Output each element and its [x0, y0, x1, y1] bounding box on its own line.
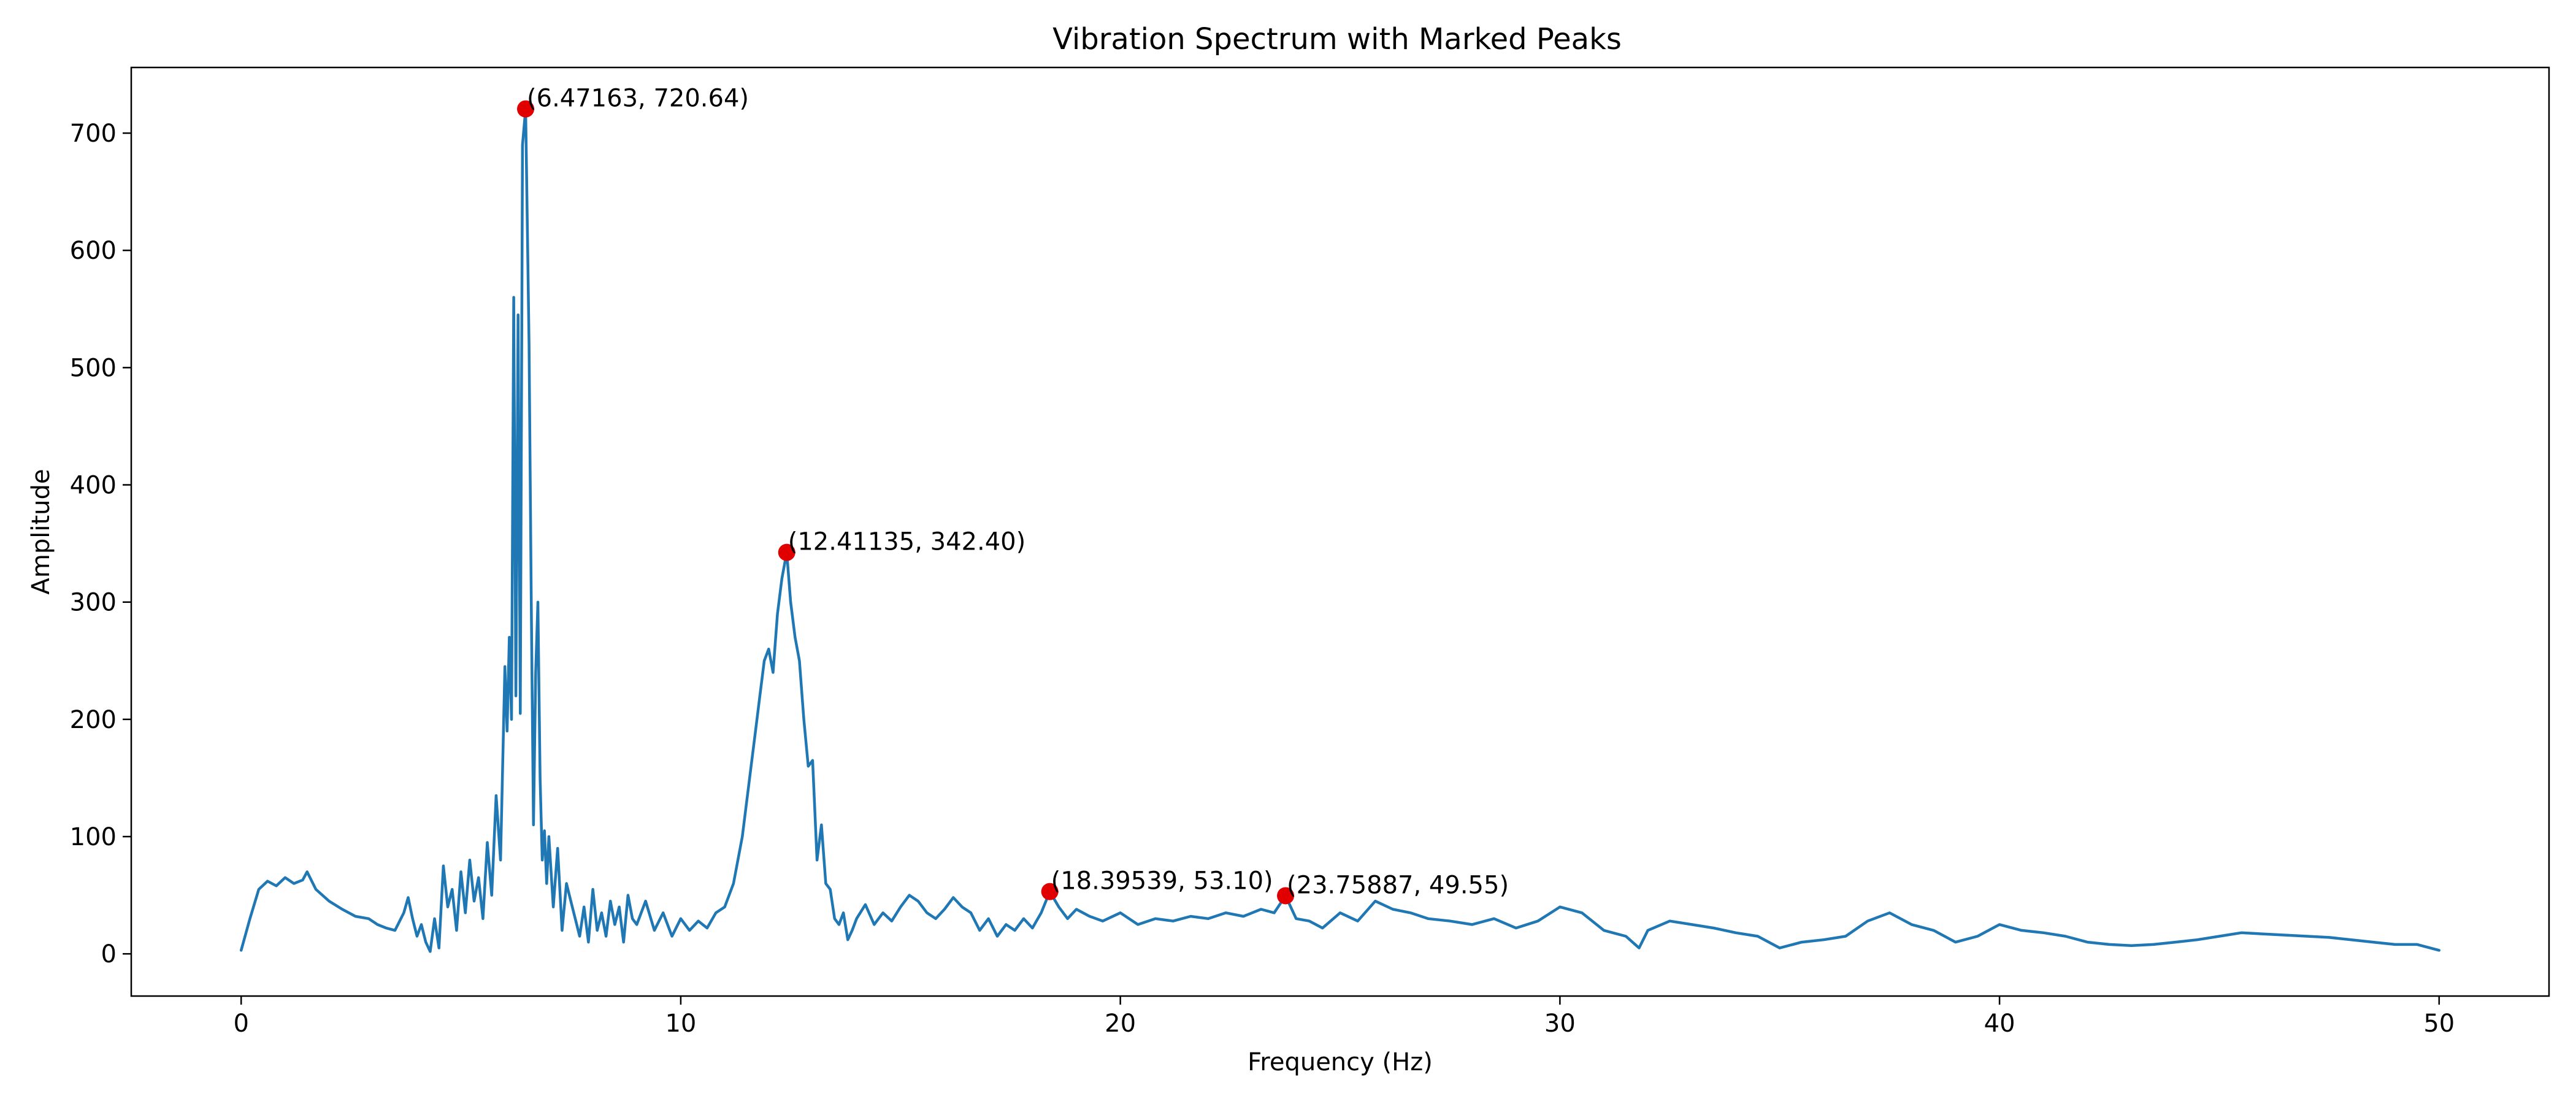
x-tick-label: 30	[1544, 1010, 1576, 1038]
chart-title: Vibration Spectrum with Marked Peaks	[1052, 22, 1622, 56]
axes-frame	[130, 66, 2550, 997]
peak-label: (23.75887, 49.55)	[1287, 871, 1509, 899]
peak-marker	[1277, 887, 1295, 905]
x-tick-label: 0	[233, 1010, 248, 1038]
y-tick-label: 600	[70, 237, 117, 265]
y-tick-label: 300	[70, 589, 117, 617]
y-axis-ticks: 0 100 200 300 400 500 600 700	[70, 120, 131, 968]
x-tick-label: 40	[1984, 1010, 2015, 1038]
peak-label: (12.41135, 342.40)	[788, 528, 1025, 556]
peak-marker	[1041, 883, 1059, 900]
x-axis-ticks: 0 10 20 30 40 50	[233, 996, 2455, 1038]
x-tick-label: 10	[665, 1010, 696, 1038]
y-tick-label: 400	[70, 472, 117, 500]
x-tick-label: 20	[1105, 1010, 1136, 1038]
y-tick-label: 100	[70, 823, 117, 851]
x-tick-label: 50	[2423, 1010, 2455, 1038]
peak-marker	[778, 543, 795, 561]
y-tick-label: 200	[70, 706, 117, 734]
spectrum-line	[239, 107, 2441, 953]
y-tick-label: 500	[70, 354, 117, 382]
peak-label: (6.47163, 720.64)	[527, 85, 749, 113]
peak-markers: (6.47163, 720.64) (12.41135, 342.40) (18.3…	[517, 85, 1509, 905]
y-tick-label: 700	[70, 120, 117, 148]
y-axis-label: Amplitude	[27, 469, 55, 595]
y-tick-label: 0	[101, 940, 117, 968]
plot-area	[239, 107, 2441, 953]
peak-label: (18.39539, 53.10)	[1051, 867, 1273, 895]
x-axis-label: Frequency (Hz)	[1248, 1048, 1433, 1076]
peak-marker	[517, 100, 535, 118]
